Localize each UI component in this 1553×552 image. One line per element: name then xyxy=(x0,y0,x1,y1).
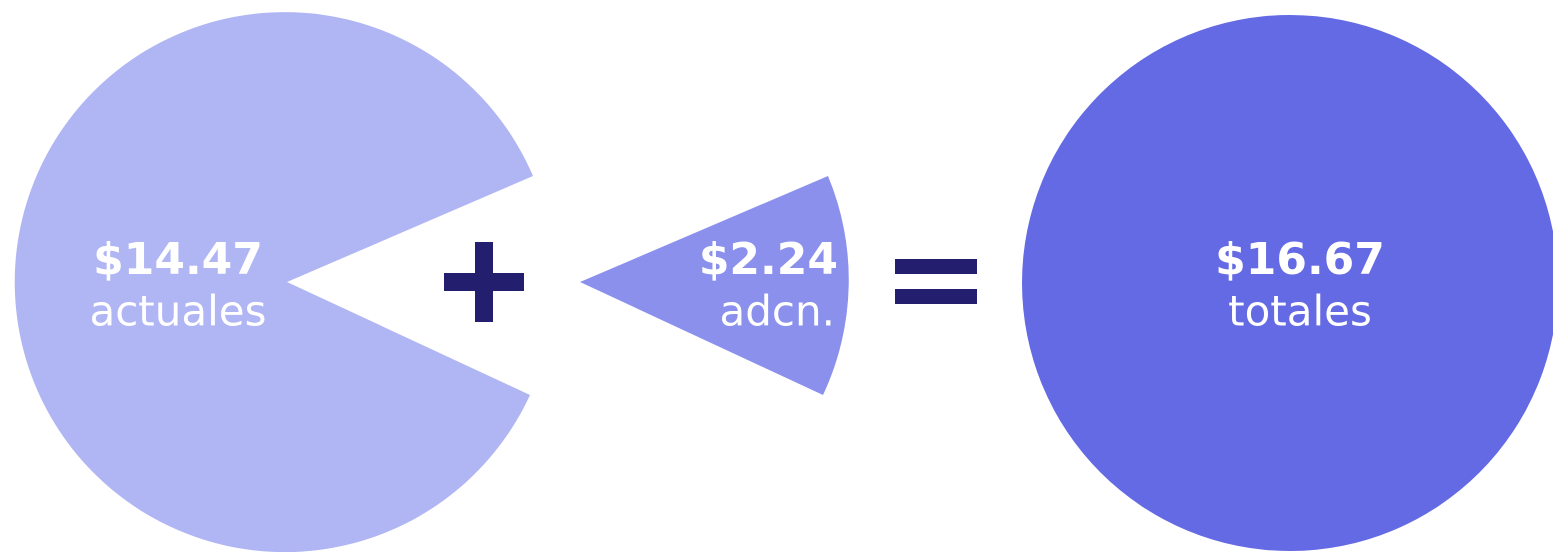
amount: $16.67 xyxy=(1215,234,1385,285)
equals-bottom xyxy=(895,289,977,304)
label: actuales xyxy=(89,287,266,336)
equals-sign xyxy=(895,259,977,304)
amount: $2.24 xyxy=(699,234,838,285)
amount: $14.47 xyxy=(93,234,263,285)
label: totales xyxy=(1228,287,1372,336)
plus-sign xyxy=(444,242,524,322)
label: adcn. xyxy=(720,287,835,336)
equals-top xyxy=(895,259,977,274)
current-shape xyxy=(14,12,533,552)
plus-vertical xyxy=(475,242,493,322)
additional-wedge xyxy=(580,176,849,395)
total-circle xyxy=(1022,15,1553,551)
